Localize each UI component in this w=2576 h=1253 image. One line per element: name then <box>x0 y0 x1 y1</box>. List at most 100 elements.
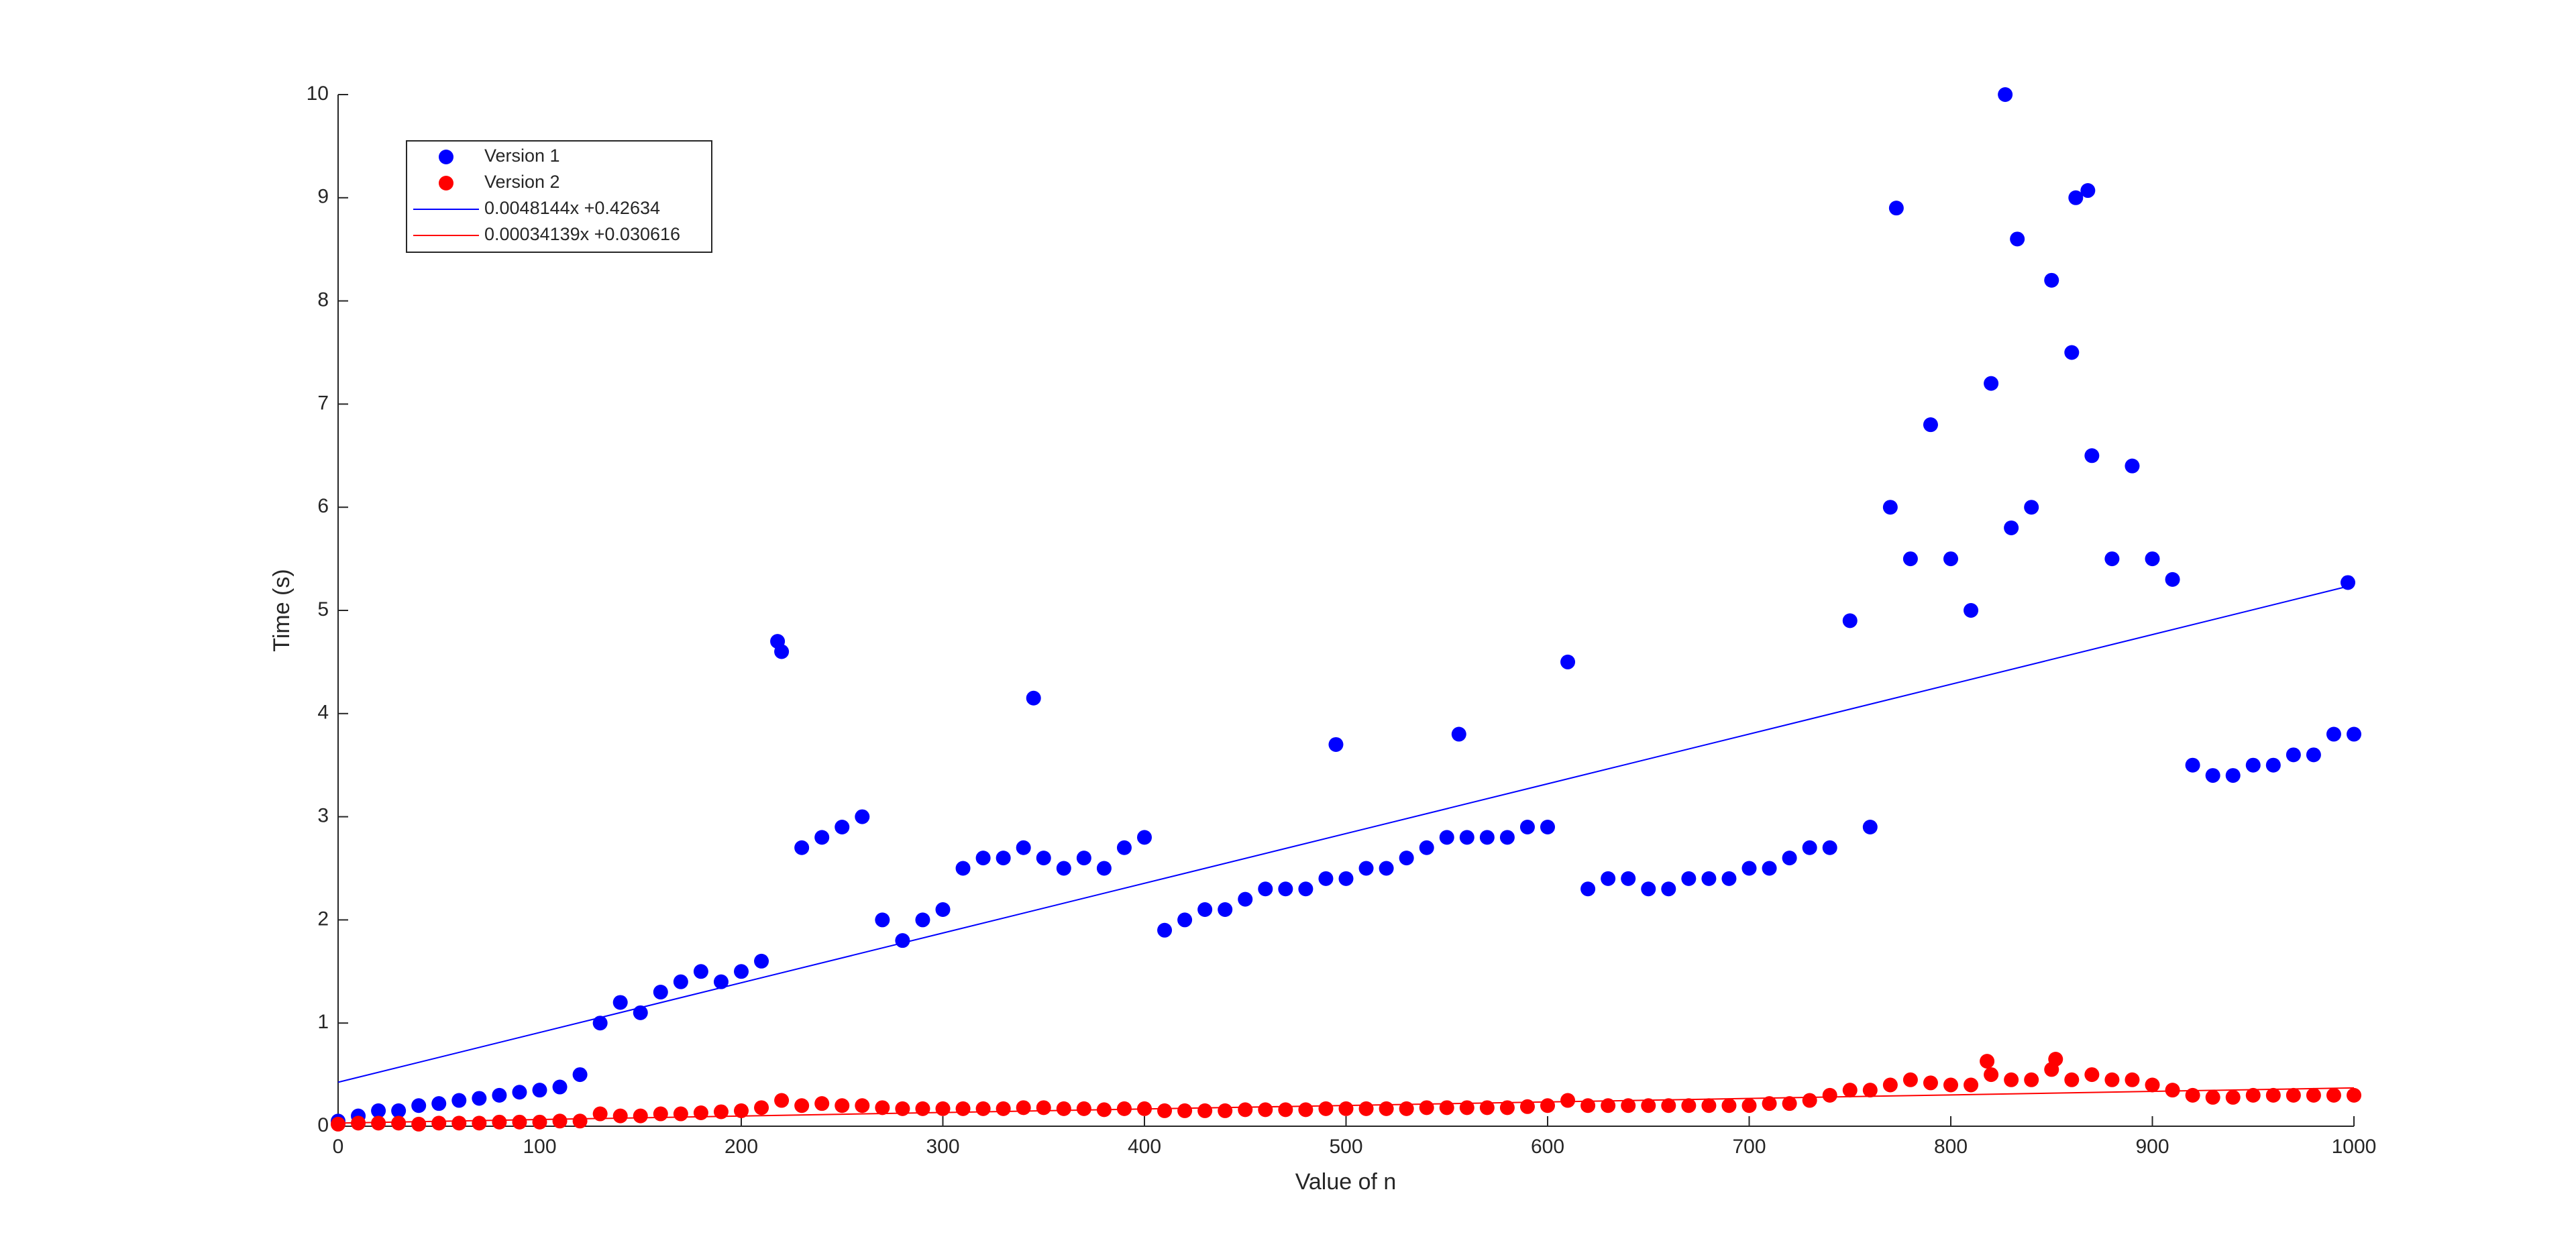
data-point <box>512 1114 527 1130</box>
data-point <box>1459 830 1474 845</box>
x-tick-label: 0 <box>333 1136 344 1158</box>
data-point <box>1379 861 1394 876</box>
data-point <box>572 1067 588 1083</box>
x-tick-label: 1000 <box>2332 1136 2377 1158</box>
data-point <box>2245 757 2261 773</box>
data-point <box>1056 861 1071 876</box>
data-point <box>1661 881 1676 897</box>
data-point <box>1036 851 1051 866</box>
data-point <box>2245 1087 2261 1103</box>
data-point <box>754 1100 769 1115</box>
data-point <box>693 964 708 979</box>
data-point <box>975 851 991 866</box>
data-point <box>2004 1072 2019 1087</box>
data-point <box>1157 1103 1173 1118</box>
data-point <box>1888 201 1904 216</box>
data-point <box>2225 1089 2241 1105</box>
data-point <box>1580 881 1596 897</box>
data-point <box>1984 376 1999 391</box>
data-point <box>855 809 870 824</box>
data-point <box>713 974 729 989</box>
data-point <box>1721 1098 1737 1113</box>
data-point <box>895 1101 910 1116</box>
data-point <box>472 1115 487 1131</box>
data-point <box>1661 1098 1676 1113</box>
data-point <box>2205 1089 2220 1105</box>
data-point <box>1964 603 1979 618</box>
data-point <box>2286 747 2301 763</box>
data-point <box>1298 881 1313 897</box>
data-point <box>875 912 890 928</box>
data-point <box>2265 757 2281 773</box>
data-point <box>552 1113 568 1129</box>
data-point <box>1601 871 1616 886</box>
data-point <box>2010 231 2025 247</box>
data-point <box>1641 881 1656 897</box>
data-point <box>1328 737 1344 752</box>
data-point <box>734 1103 749 1118</box>
data-point <box>391 1103 407 1118</box>
data-point <box>673 974 688 989</box>
data-point <box>1338 1101 1354 1116</box>
y-tick-label: 6 <box>317 495 329 517</box>
data-point <box>2306 747 2321 763</box>
data-point <box>1499 830 1515 845</box>
data-point <box>2185 1087 2200 1103</box>
data-point <box>633 1108 648 1124</box>
data-point <box>451 1093 467 1108</box>
data-point <box>1741 1098 1757 1113</box>
data-point <box>2286 1087 2301 1103</box>
data-point <box>2080 183 2096 199</box>
data-point <box>1439 830 1454 845</box>
data-point <box>1258 881 1273 897</box>
data-point <box>1218 902 1233 918</box>
data-point <box>1701 1098 1717 1113</box>
data-point <box>1560 654 1576 669</box>
data-point <box>1681 1098 1697 1113</box>
data-point <box>1984 1067 1999 1083</box>
data-point <box>2044 272 2059 288</box>
data-point <box>1580 1098 1596 1113</box>
data-point <box>1540 1098 1555 1113</box>
x-tick-label: 700 <box>1732 1136 1766 1158</box>
data-point <box>431 1115 447 1131</box>
data-point <box>1338 871 1354 886</box>
data-point <box>1621 1098 1636 1113</box>
data-point <box>371 1103 386 1118</box>
data-point <box>2165 1083 2180 1098</box>
data-point <box>774 1093 790 1108</box>
y-tick-label: 1 <box>317 1011 329 1033</box>
data-point <box>2347 1087 2361 1103</box>
data-point <box>1358 1101 1374 1116</box>
data-point <box>1399 1101 1414 1116</box>
y-tick-label: 0 <box>317 1114 329 1136</box>
y-tick-label: 2 <box>317 908 329 930</box>
x-tick-label: 900 <box>2135 1136 2169 1158</box>
data-point <box>1459 1100 1474 1115</box>
data-point <box>1238 1102 1253 1118</box>
fit-line <box>337 584 2355 1083</box>
data-point <box>2024 1072 2039 1087</box>
data-point <box>371 1115 386 1131</box>
data-point <box>451 1115 467 1131</box>
data-point <box>1601 1098 1616 1113</box>
data-point <box>935 902 951 918</box>
data-point <box>512 1085 527 1100</box>
data-point <box>814 1096 830 1111</box>
data-point <box>794 1098 810 1113</box>
data-point <box>734 964 749 979</box>
data-point <box>1519 1099 1535 1114</box>
data-point <box>1923 1075 1938 1091</box>
legend-marker <box>439 176 453 190</box>
data-point <box>2185 757 2200 773</box>
data-point <box>975 1101 991 1116</box>
legend-box <box>406 140 712 253</box>
data-point <box>713 1104 729 1120</box>
data-point <box>2326 1087 2341 1103</box>
data-point <box>2306 1087 2321 1103</box>
data-point <box>1802 840 1817 855</box>
data-point <box>1318 1101 1334 1116</box>
data-point <box>1882 500 1898 515</box>
data-point <box>2265 1087 2281 1103</box>
data-point <box>411 1098 427 1113</box>
